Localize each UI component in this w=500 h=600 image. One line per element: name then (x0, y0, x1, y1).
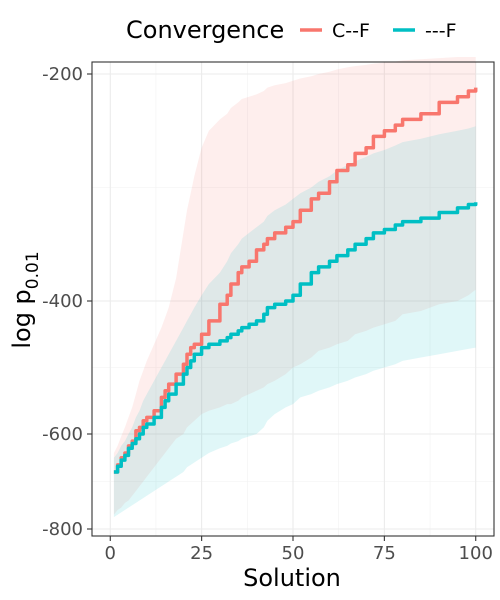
ribbon-series-1 (113, 57, 476, 515)
ribbon-series-2 (113, 126, 476, 518)
y-axis-title-main: log p (8, 289, 36, 348)
legend-title: Convergence (126, 16, 284, 44)
x-tick-label-0: 0 (105, 543, 116, 564)
y-axis: -200 -400 -600 -800 (42, 64, 92, 540)
y-axis-title-sub: 0.01 (23, 251, 43, 289)
line-series-1 (113, 87, 478, 474)
ribbons (113, 57, 476, 518)
x-tick-label-1: 25 (190, 543, 213, 564)
y-tick-label-0: -200 (42, 64, 83, 85)
y-tick-label-2: -600 (42, 424, 83, 445)
x-axis-title: Solution (243, 564, 341, 592)
legend: Convergence C--F ---F (126, 16, 457, 44)
x-tick-label-2: 50 (282, 543, 305, 564)
series-lines (113, 87, 478, 474)
y-axis-title: log p0.01 (8, 251, 43, 348)
line-series-2 (113, 202, 478, 474)
legend-label-series-2: ---F (425, 20, 457, 42)
y-tick-label-3: -800 (42, 519, 83, 540)
x-tick-label-4: 100 (459, 543, 493, 564)
gridlines (92, 62, 494, 536)
y-tick-label-1: -400 (42, 291, 83, 312)
legend-label-series-1: C--F (332, 20, 370, 42)
x-tick-label-3: 75 (373, 543, 396, 564)
x-axis: 0 25 50 75 100 (105, 536, 493, 564)
